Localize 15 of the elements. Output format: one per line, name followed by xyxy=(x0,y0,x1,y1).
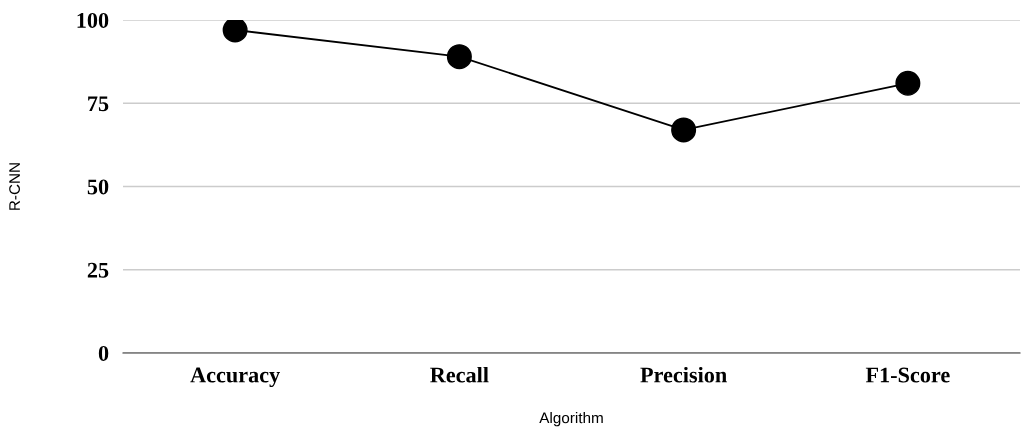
point xyxy=(671,117,697,143)
y-tick-label: 50 xyxy=(87,179,109,195)
y-tick-label: 25 xyxy=(87,262,109,278)
point xyxy=(222,20,248,43)
y-tick-label: 75 xyxy=(88,96,109,112)
x-axis-title: Algorithm xyxy=(539,412,603,427)
point xyxy=(895,70,921,96)
x-tick-label: Recall xyxy=(430,366,489,383)
x-tick-label: F1-Score xyxy=(865,367,950,383)
y-tick-label: 0 xyxy=(98,345,109,361)
y-axis-title: R-CNN xyxy=(9,163,20,210)
x-tick-label: Accuracy xyxy=(190,367,280,388)
point xyxy=(446,44,472,70)
y-tick-label: 100 xyxy=(77,12,109,28)
x-tick-label: Precision xyxy=(640,366,727,383)
